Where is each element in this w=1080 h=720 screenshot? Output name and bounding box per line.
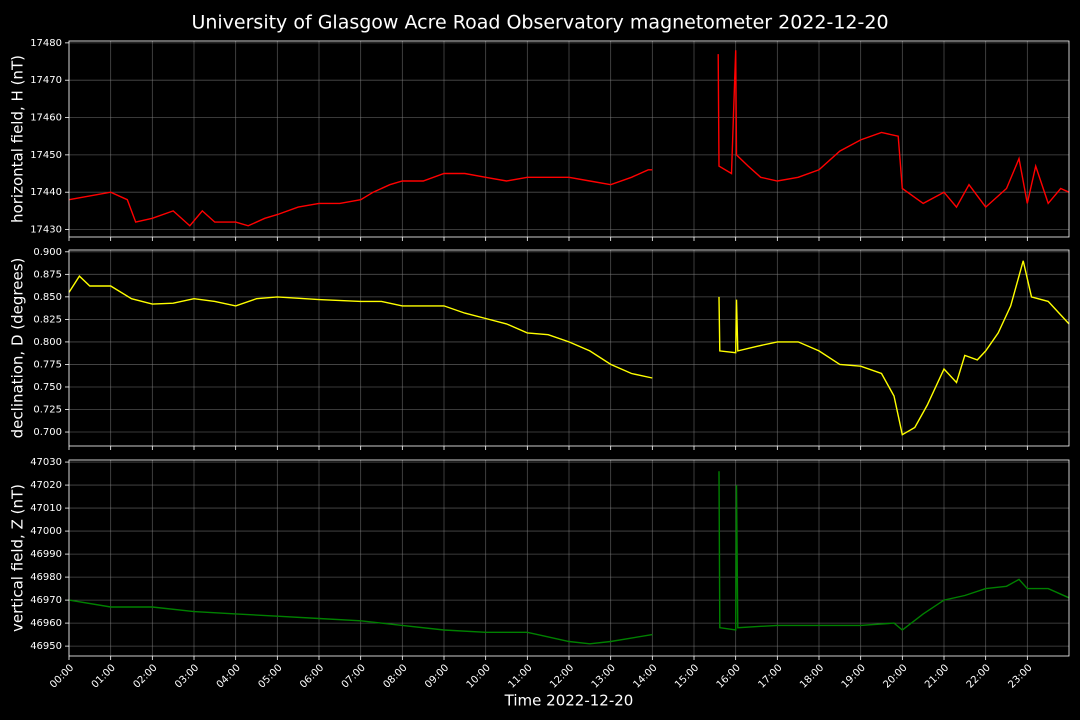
y-tick-label: 47020 xyxy=(30,480,62,491)
y-axis-label: vertical field, Z (nT) xyxy=(9,484,27,632)
y-axis-label: declination, D (degrees) xyxy=(9,258,27,439)
y-tick-label: 46990 xyxy=(30,549,62,560)
data-line xyxy=(718,471,1070,631)
data-line xyxy=(68,599,653,645)
data-line xyxy=(68,169,653,227)
y-tick-label: 0.875 xyxy=(33,269,62,280)
y-tick-label: 0.900 xyxy=(33,247,62,258)
y-tick-label: 0.850 xyxy=(33,292,62,303)
y-tick-label: 0.825 xyxy=(33,314,62,325)
y-tick-label: 0.775 xyxy=(33,359,62,370)
y-tick-label: 17450 xyxy=(30,150,62,161)
data-line xyxy=(68,275,653,379)
y-tick-label: 17460 xyxy=(30,113,62,124)
y-tick-label: 46950 xyxy=(30,641,62,652)
y-tick-label: 17440 xyxy=(30,187,62,198)
y-tick-label: 47010 xyxy=(30,503,62,514)
plot-frame xyxy=(68,459,1070,657)
y-tick-label: 0.800 xyxy=(33,337,62,348)
y-tick-label: 17470 xyxy=(30,75,62,86)
x-axis-label: Time 2022-12-20 xyxy=(504,692,634,710)
y-tick-label: 0.700 xyxy=(33,427,62,438)
data-line xyxy=(717,50,1070,209)
y-tick-label: 46960 xyxy=(30,618,62,629)
y-tick-label: 46980 xyxy=(30,572,62,583)
chart-title: University of Glasgow Acre Road Observat… xyxy=(191,12,888,34)
data-line xyxy=(718,260,1070,436)
plot-frame xyxy=(68,40,1070,238)
y-tick-label: 46970 xyxy=(30,595,62,606)
y-tick-label: 17430 xyxy=(30,225,62,236)
y-tick-label: 47030 xyxy=(30,457,62,468)
y-axis-label: horizontal field, H (nT) xyxy=(9,55,27,223)
y-tick-label: 0.725 xyxy=(33,405,62,416)
y-tick-label: 17480 xyxy=(30,38,62,49)
y-tick-label: 47000 xyxy=(30,526,62,537)
y-tick-label: 0.750 xyxy=(33,382,62,393)
plot-frame xyxy=(68,249,1070,447)
